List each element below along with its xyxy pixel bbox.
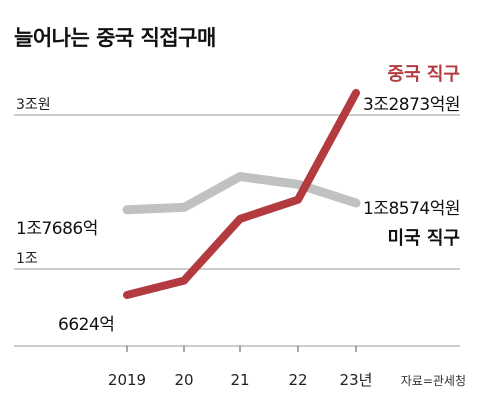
- series-name-china: 중국 직구: [387, 64, 460, 85]
- x-tick-label: 21: [230, 371, 249, 389]
- x-tick-label: 20: [174, 371, 193, 389]
- x-tick-label: 2019: [108, 371, 146, 389]
- end-value-china: 3조2873억원: [363, 95, 460, 115]
- y-tick-label: 3조원: [16, 97, 51, 113]
- start-value-china: 6624억: [58, 315, 114, 335]
- series-line-china: [123, 88, 360, 299]
- y-tick-label: 1조: [16, 251, 38, 267]
- end-value-us: 1조8574억원: [363, 199, 460, 219]
- x-tick-label: 22: [288, 371, 307, 389]
- series-line-us: [122, 172, 361, 215]
- series-name-us: 미국 직구: [387, 228, 460, 249]
- start-value-us: 1조7686억: [16, 219, 98, 239]
- chart-title: 늘어나는 중국 직접구매: [14, 26, 216, 50]
- source-note: 자료=관세청: [400, 374, 466, 388]
- x-tick-label: 23년: [340, 371, 373, 389]
